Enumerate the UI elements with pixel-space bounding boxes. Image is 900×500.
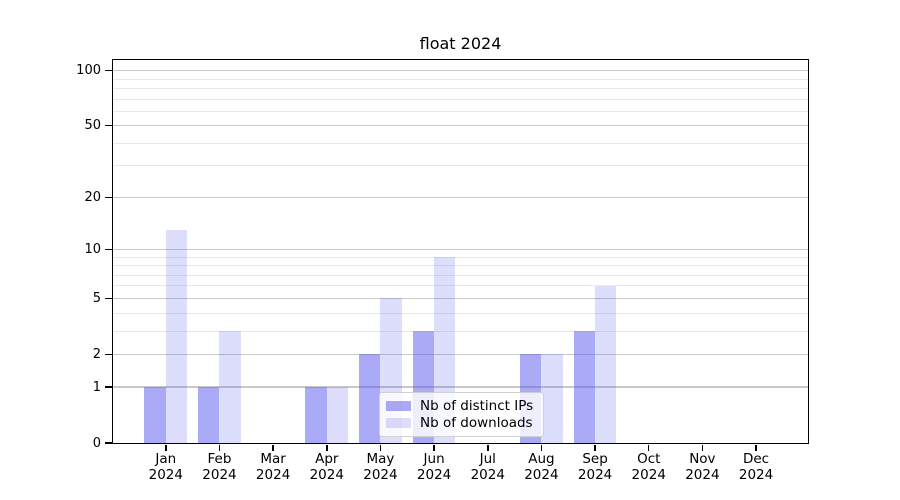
x-tick-oct xyxy=(647,444,650,451)
bar-nb-of-distinct-ips-jan xyxy=(144,387,166,443)
x-tick-dec xyxy=(755,444,757,451)
bar-nb-of-distinct-ips-apr xyxy=(305,387,327,443)
legend-swatch-downloads xyxy=(386,418,411,429)
x-tick-label-aug: Aug 2024 xyxy=(524,451,559,483)
gridline-major-1 xyxy=(113,386,808,388)
gridline-minor-40 xyxy=(113,142,808,144)
x-tick-aug xyxy=(540,444,543,451)
gridline-major-50 xyxy=(113,125,808,127)
y-tick-label-50: 50 xyxy=(84,118,101,134)
x-tick-nov xyxy=(701,444,704,451)
y-tick-label-0: 0 xyxy=(92,435,101,451)
y-tick-label-1: 1 xyxy=(92,379,101,395)
x-tick-label-jul: Jul 2024 xyxy=(470,451,505,483)
x-tick-label-nov: Nov 2024 xyxy=(685,451,720,483)
gridline-minor-9 xyxy=(113,256,808,258)
y-tick-label-2: 2 xyxy=(92,346,101,362)
gridline-major-100 xyxy=(113,69,808,72)
y-tick-label-20: 20 xyxy=(84,189,101,205)
bar-nb-of-downloads-aug xyxy=(541,354,563,443)
y-tick-0 xyxy=(105,442,112,444)
x-tick-label-jun: Jun 2024 xyxy=(416,451,452,483)
x-tick-label-oct: Oct 2024 xyxy=(631,451,666,483)
legend-swatch-distinct-ips xyxy=(386,400,411,411)
x-tick-sep xyxy=(594,444,596,451)
y-tick-label-10: 10 xyxy=(84,242,101,257)
y-tick-100 xyxy=(105,69,112,72)
bar-nb-of-downloads-apr xyxy=(326,387,349,443)
x-tick-label-jan: Jan 2024 xyxy=(148,451,183,483)
gridline-minor-80 xyxy=(113,87,808,89)
x-tick-feb xyxy=(218,444,221,451)
x-tick-mar xyxy=(272,444,274,451)
legend: Nb of distinct IPs Nb of downloads xyxy=(379,392,544,437)
x-tick-label-dec: Dec 2024 xyxy=(738,451,774,483)
gridline-minor-30 xyxy=(113,165,808,167)
x-tick-label-sep: Sep 2024 xyxy=(577,451,613,483)
bar-nb-of-downloads-sep xyxy=(595,285,617,443)
gridline-minor-70 xyxy=(113,98,808,100)
gridline-minor-8 xyxy=(113,265,808,267)
x-tick-label-feb: Feb 2024 xyxy=(202,451,237,483)
plot-area xyxy=(112,59,809,444)
y-tick-2 xyxy=(105,353,112,356)
chart-title: float 2024 xyxy=(419,34,502,53)
x-tick-label-may: May 2024 xyxy=(363,451,398,483)
y-tick-1 xyxy=(105,386,112,388)
gridline-minor-3 xyxy=(113,330,808,332)
x-tick-label-mar: Mar 2024 xyxy=(255,451,291,483)
x-tick-label-apr: Apr 2024 xyxy=(309,451,344,483)
gridline-major-10 xyxy=(113,248,808,251)
x-tick-jan xyxy=(165,444,167,451)
y-tick-10 xyxy=(105,248,112,251)
y-tick-20 xyxy=(105,196,112,199)
gridline-major-20 xyxy=(113,196,808,198)
bar-nb-of-distinct-ips-sep xyxy=(573,331,596,443)
x-tick-jun xyxy=(433,444,435,451)
gridline-major-5 xyxy=(113,297,808,300)
bar-nb-of-downloads-jan xyxy=(165,230,188,443)
x-tick-apr xyxy=(326,444,328,451)
legend-label-distinct-ips: Nb of distinct IPs xyxy=(420,397,534,414)
gridline-minor-4 xyxy=(113,312,808,314)
x-tick-may xyxy=(379,444,382,451)
legend-label-downloads: Nb of downloads xyxy=(420,415,533,432)
legend-row-distinct-ips: Nb of distinct IPs xyxy=(386,397,535,414)
gridline-major-2 xyxy=(113,353,808,355)
y-tick-label-5: 5 xyxy=(92,290,101,306)
y-tick-label-100: 100 xyxy=(76,63,101,79)
bar-nb-of-distinct-ips-feb xyxy=(198,387,220,443)
gridline-minor-90 xyxy=(113,78,808,80)
y-tick-5 xyxy=(105,297,112,300)
x-tick-jul xyxy=(487,444,489,451)
bar-nb-of-distinct-ips-may xyxy=(359,354,381,443)
gridline-minor-6 xyxy=(113,285,808,287)
gridline-minor-60 xyxy=(113,110,808,112)
legend-row-downloads: Nb of downloads xyxy=(386,415,535,432)
bar-nb-of-downloads-feb xyxy=(219,331,241,443)
y-tick-50 xyxy=(105,124,112,127)
gridline-minor-7 xyxy=(113,274,808,276)
